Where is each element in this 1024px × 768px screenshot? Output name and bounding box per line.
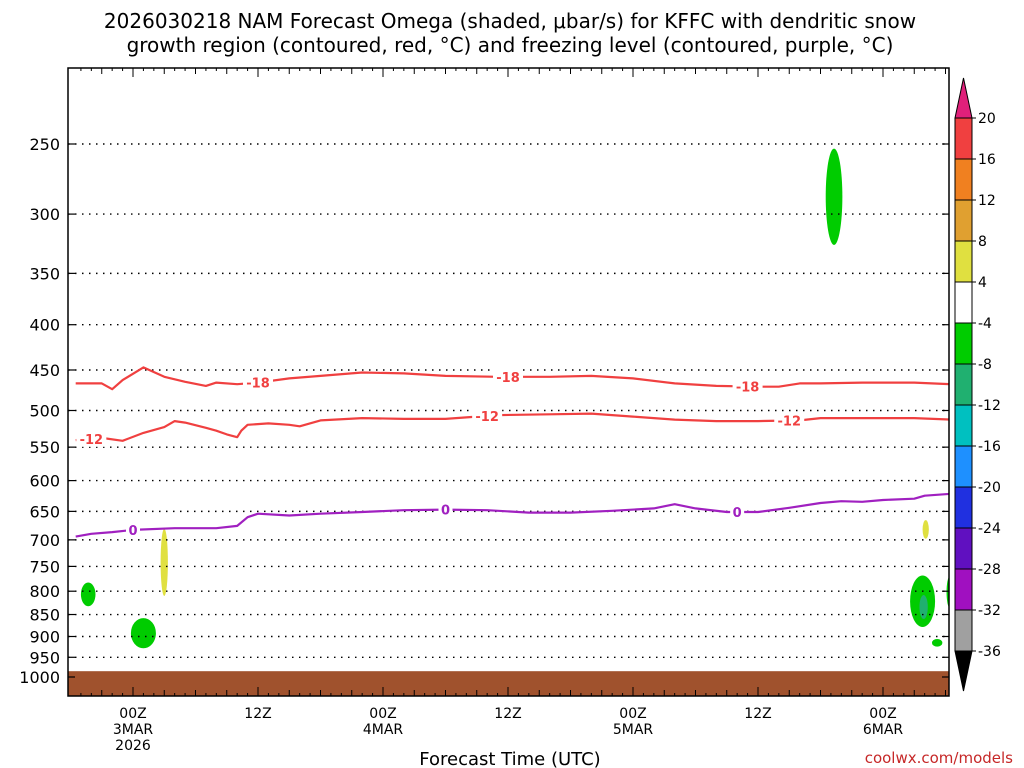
x-tick-label: 5MAR [613, 722, 654, 738]
colorbar-tick-label: -36 [978, 644, 1001, 660]
y-tick-label: 950 [29, 648, 60, 667]
contour-label: -18 [736, 381, 760, 396]
y-tick-label: 450 [29, 361, 60, 380]
x-tick-label: 12Z [494, 706, 521, 722]
y-tick-label: 500 [29, 402, 60, 421]
contour-label-bg [493, 368, 523, 385]
colorbar-tick-label: 20 [978, 111, 996, 127]
x-tick-label: 4MAR [363, 722, 404, 738]
y-tick-label: 900 [29, 627, 60, 646]
colorbar-bin [954, 117, 973, 160]
x-tick-label: 00Z [619, 706, 646, 722]
colorbar-tick-label: -32 [978, 603, 1001, 619]
contour-label: -18 [246, 377, 270, 392]
colorbar-arrow-top [954, 77, 973, 119]
plot-inner: -18 -18 -18 -12 -12 -12 0 0 0 [68, 143, 949, 696]
omega-shade-region [919, 595, 928, 620]
plot-area: -18 -18 -18 -12 -12 -12 0 0 0 250 300 350 400 450 500 5… [19, 67, 1001, 754]
colorbar-tick-label: -4 [978, 316, 992, 332]
y-tick-label: 550 [29, 438, 60, 457]
contour-label-bg [126, 521, 140, 538]
y-tick-label: 650 [29, 502, 60, 521]
contour-label: -12 [475, 410, 499, 425]
colorbar-bin [954, 445, 973, 488]
x-tick-label: 00Z [119, 706, 146, 722]
colorbar-arrow-bottom [954, 650, 973, 692]
x-axis-title: Forecast Time (UTC) [419, 749, 600, 768]
contour-label-bg [730, 503, 745, 520]
contour-label-bg [76, 430, 107, 447]
contour-line [75, 366, 949, 391]
colorbar-tick-label: -24 [978, 521, 1001, 537]
y-tick-label: 700 [29, 531, 60, 550]
x-tick-label: 3MAR [113, 722, 154, 738]
y-tick-label: 800 [29, 582, 60, 601]
x-tick-label: 2026 [115, 738, 151, 754]
colorbar-bin [954, 240, 973, 283]
omega-shade-region [80, 582, 96, 607]
colorbar-bin [954, 404, 973, 447]
colorbar-tick-label: -12 [978, 398, 1001, 414]
chart-title-line2: growth region (contoured, red, °C) and f… [127, 33, 894, 57]
colorbar-tick-label: 16 [978, 152, 996, 168]
colorbar-bin [954, 322, 973, 365]
y-tick-label: 850 [29, 606, 60, 625]
contour-label: 0 [128, 524, 137, 539]
colorbar-bin [954, 199, 973, 242]
contour-label: 0 [733, 506, 742, 521]
contour-label: 0 [441, 504, 450, 519]
contour-label: -12 [80, 433, 104, 448]
y-tick-label: 750 [29, 557, 60, 576]
colorbar-tick-label: 12 [978, 193, 996, 209]
colorbar-bin [954, 486, 973, 529]
credit-text: coolwx.com/models [865, 749, 1013, 767]
y-tick-label: 250 [29, 135, 60, 154]
colorbar-tick-label: -8 [978, 357, 992, 373]
y-tick-label: 350 [29, 264, 60, 283]
colorbar-bin [954, 363, 973, 406]
omega-shade-region [825, 148, 843, 245]
colorbar-bin [954, 158, 973, 201]
contour-label-bg [472, 407, 503, 424]
y-tick-label: 600 [29, 472, 60, 491]
contour-label-bg [243, 374, 273, 391]
y-tick-label: 1000 [19, 668, 60, 687]
x-tick-label: 12Z [244, 706, 271, 722]
omega-shade-region [931, 639, 943, 647]
colorbar-bin [954, 609, 973, 652]
contour-label-bg [438, 501, 453, 518]
contour-line [75, 492, 949, 538]
x-tick-label: 6MAR [863, 722, 904, 738]
omega-shade-region [922, 520, 929, 539]
y-tick-label: 300 [29, 205, 60, 224]
colorbar-bin [954, 568, 973, 611]
colorbar-tick-label: -20 [978, 480, 1001, 496]
colorbar-bin [954, 281, 973, 324]
x-tick-label: 00Z [869, 706, 896, 722]
colorbar-bin [954, 527, 973, 570]
x-tick-label: 12Z [744, 706, 771, 722]
chart-title-line1: 2026030218 NAM Forecast Omega (shaded, μ… [104, 9, 916, 33]
colorbar-tick-label: -28 [978, 562, 1001, 578]
x-tick-label: 00Z [369, 706, 396, 722]
omega-shade-region [160, 528, 168, 596]
contour-label: -12 [778, 415, 802, 430]
contour-label: -18 [496, 371, 520, 386]
contour-line [75, 412, 949, 442]
contour-label-bg [732, 378, 763, 395]
colorbar-tick-label: 8 [978, 234, 987, 250]
colorbar-tick-label: -16 [978, 439, 1001, 455]
contour-label-bg [774, 412, 805, 429]
colorbar-tick-label: 4 [978, 275, 987, 291]
y-tick-label: 400 [29, 316, 60, 335]
omega-shade-region [130, 618, 156, 649]
